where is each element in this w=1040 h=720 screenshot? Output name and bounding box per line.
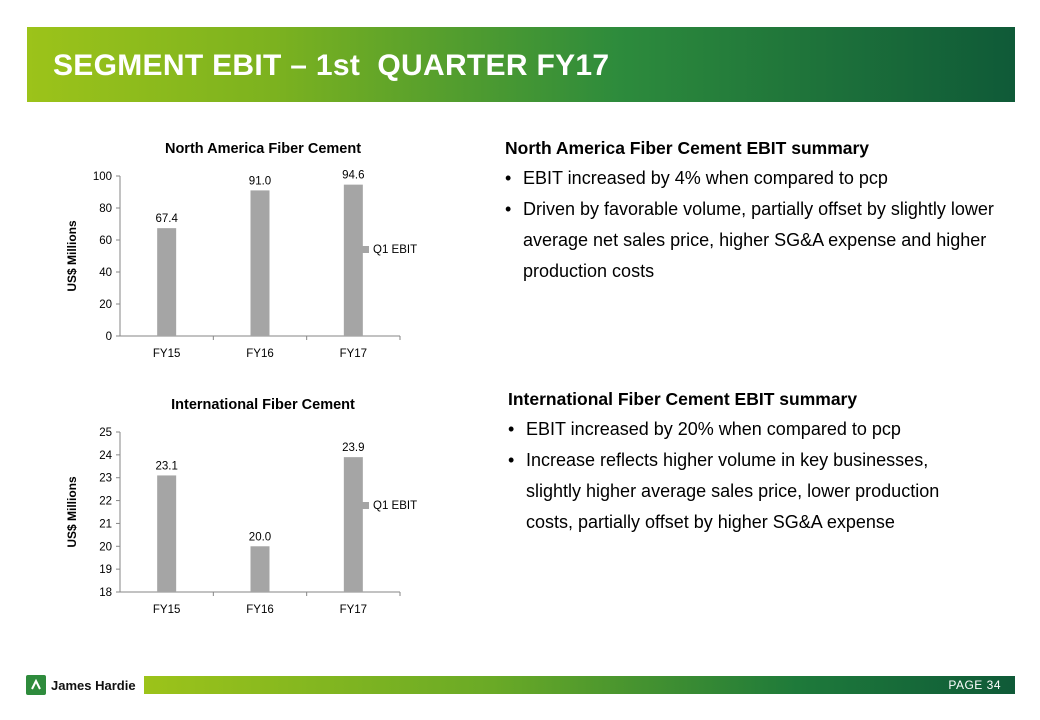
bar-fy17 bbox=[344, 185, 363, 336]
chart-north-america-svg: North America Fiber Cement US$ Millions 0 2… bbox=[60, 128, 460, 373]
legend-label: Q1 EBIT bbox=[373, 244, 417, 256]
bar-fy15 bbox=[157, 475, 176, 592]
summary-bullet: EBIT increased by 4% when compared to pc… bbox=[505, 163, 1025, 194]
y-tick-label: 20 bbox=[99, 541, 112, 553]
bar-fy16 bbox=[251, 546, 270, 592]
y-tick-label: 24 bbox=[99, 450, 112, 462]
y-tick-label: 23 bbox=[99, 473, 112, 485]
summary-heading: International Fiber Cement EBIT summary bbox=[508, 384, 978, 414]
james-hardie-logo-icon bbox=[26, 675, 46, 695]
summary-bullet: Increase reflects higher volume in key b… bbox=[508, 445, 978, 538]
y-tick-label: 20 bbox=[99, 299, 112, 311]
y-tick-label: 80 bbox=[99, 203, 112, 215]
y-tick-label: 100 bbox=[93, 171, 112, 183]
summary-bullet-list: EBIT increased by 20% when compared to p… bbox=[508, 414, 978, 538]
summary-heading: North America Fiber Cement EBIT summary bbox=[505, 133, 1025, 163]
summary-international: International Fiber Cement EBIT summary … bbox=[508, 384, 978, 538]
data-label: 94.6 bbox=[342, 170, 364, 182]
y-tick-label: 22 bbox=[99, 496, 112, 508]
legend-swatch bbox=[362, 502, 369, 509]
x-tick-label: FY17 bbox=[340, 604, 368, 616]
data-label: 20.0 bbox=[249, 531, 271, 543]
data-label: 91.0 bbox=[249, 175, 271, 187]
bar-fy15 bbox=[157, 228, 176, 336]
y-tick-label: 60 bbox=[99, 235, 112, 247]
chart-title: North America Fiber Cement bbox=[165, 141, 361, 157]
page-number: PAGE 34 bbox=[948, 676, 1001, 694]
summary-bullet-list: EBIT increased by 4% when compared to pc… bbox=[505, 163, 1025, 287]
data-label: 67.4 bbox=[155, 213, 178, 225]
x-tick-label: FY15 bbox=[153, 604, 181, 616]
data-label: 23.9 bbox=[342, 442, 364, 454]
summary-bullet: Driven by favorable volume, partially of… bbox=[505, 194, 1025, 287]
footer-bar: PAGE 34 bbox=[144, 676, 1015, 694]
data-label: 23.1 bbox=[155, 460, 177, 472]
chart-north-america: North America Fiber Cement US$ Millions 0 2… bbox=[60, 128, 460, 373]
legend-swatch bbox=[362, 246, 369, 253]
legend-label: Q1 EBIT bbox=[373, 500, 417, 512]
company-logo: James Hardie bbox=[26, 674, 136, 696]
y-tick-label: 40 bbox=[99, 267, 112, 279]
summary-bullet: EBIT increased by 20% when compared to p… bbox=[508, 414, 978, 445]
title-banner: SEGMENT EBIT – 1st QUARTER FY17 bbox=[27, 27, 1015, 102]
x-tick-label: FY16 bbox=[246, 604, 274, 616]
y-axis-label: US$ Millions bbox=[65, 220, 79, 292]
y-axis-label: US$ Millions bbox=[65, 476, 79, 548]
y-tick-label: 19 bbox=[99, 564, 112, 576]
chart-title: International Fiber Cement bbox=[171, 397, 355, 413]
x-tick-label: FY17 bbox=[340, 348, 368, 360]
x-tick-label: FY16 bbox=[246, 348, 274, 360]
page-title: SEGMENT EBIT – 1st QUARTER FY17 bbox=[53, 49, 609, 83]
summary-north-america: North America Fiber Cement EBIT summary … bbox=[505, 133, 1025, 287]
y-tick-label: 21 bbox=[99, 518, 112, 530]
bar-fy17 bbox=[344, 457, 363, 592]
x-tick-label: FY15 bbox=[153, 348, 181, 360]
bar-fy16 bbox=[251, 190, 270, 336]
y-tick-label: 18 bbox=[99, 587, 112, 599]
y-tick-label: 25 bbox=[99, 427, 112, 439]
chart-international: International Fiber Cement US$ Millions 18… bbox=[60, 384, 460, 629]
logo-text: James Hardie bbox=[51, 678, 136, 693]
y-tick-label: 0 bbox=[106, 331, 112, 343]
chart-international-svg: International Fiber Cement US$ Millions 18… bbox=[60, 384, 460, 629]
